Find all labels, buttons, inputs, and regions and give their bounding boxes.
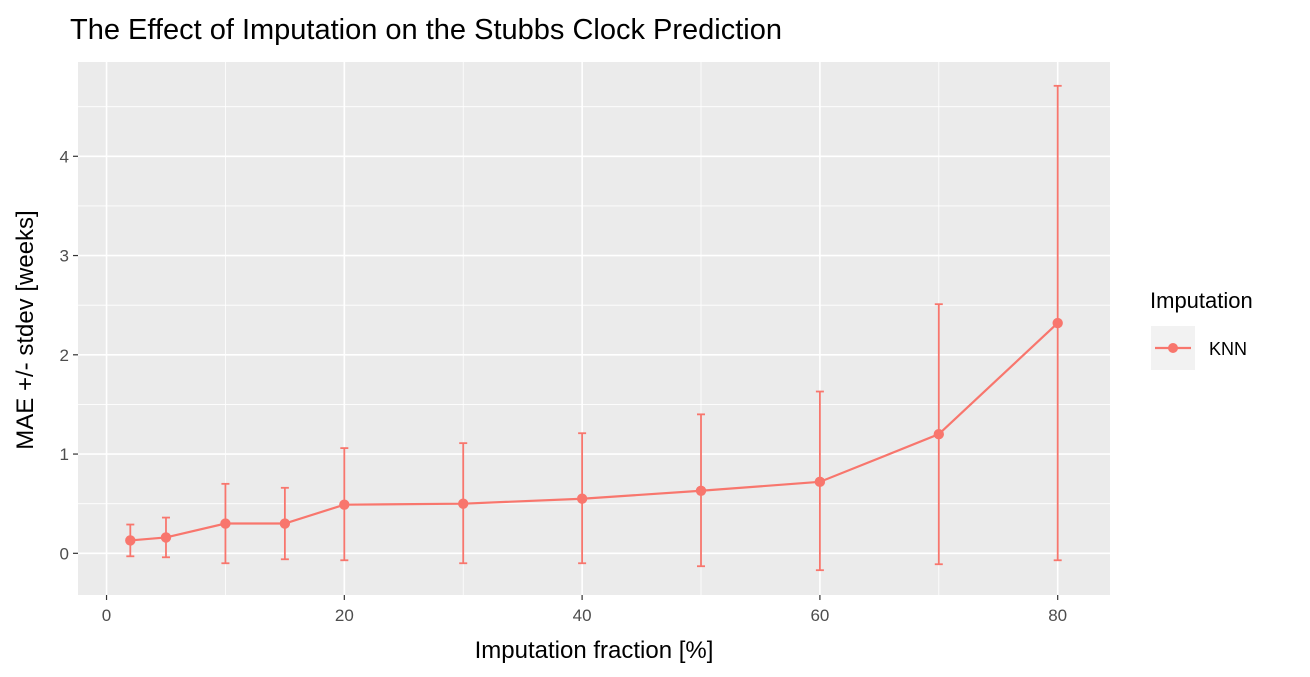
y-tick-label: 2 xyxy=(60,346,69,365)
legend: Imputation KNN xyxy=(1150,288,1253,370)
data-points xyxy=(125,317,1063,546)
axis-ticks: 0 20 40 60 80 0 1 2 3 4 xyxy=(60,147,1068,625)
data-point xyxy=(814,476,826,488)
data-point xyxy=(125,535,136,546)
data-point xyxy=(220,518,231,529)
data-point xyxy=(695,485,707,496)
data-point xyxy=(1052,317,1063,329)
x-tick-label: 20 xyxy=(335,606,354,625)
x-tick-label: 0 xyxy=(102,606,111,625)
plot-panel xyxy=(78,62,1110,595)
y-tick-label: 3 xyxy=(60,247,69,266)
y-tick-label: 0 xyxy=(60,544,69,563)
data-point xyxy=(458,498,469,509)
data-point xyxy=(933,429,944,440)
y-axis-title: MAE +/- stdev [weeks] xyxy=(12,210,39,449)
x-tick-label: 60 xyxy=(810,606,829,625)
legend-label-knn: KNN xyxy=(1209,339,1247,359)
data-point xyxy=(160,532,172,543)
data-point xyxy=(576,493,588,504)
legend-key-point xyxy=(1168,343,1178,353)
y-tick-label: 4 xyxy=(60,147,69,166)
x-tick-label: 80 xyxy=(1048,606,1067,625)
data-point xyxy=(279,518,291,529)
legend-title: Imputation xyxy=(1150,288,1253,313)
chart-title: The Effect of Imputation on the Stubbs C… xyxy=(70,14,782,46)
x-tick-label: 40 xyxy=(573,606,592,625)
y-tick-label: 1 xyxy=(60,445,69,464)
data-point xyxy=(339,499,350,510)
x-axis-title: Imputation fraction [%] xyxy=(475,637,714,664)
